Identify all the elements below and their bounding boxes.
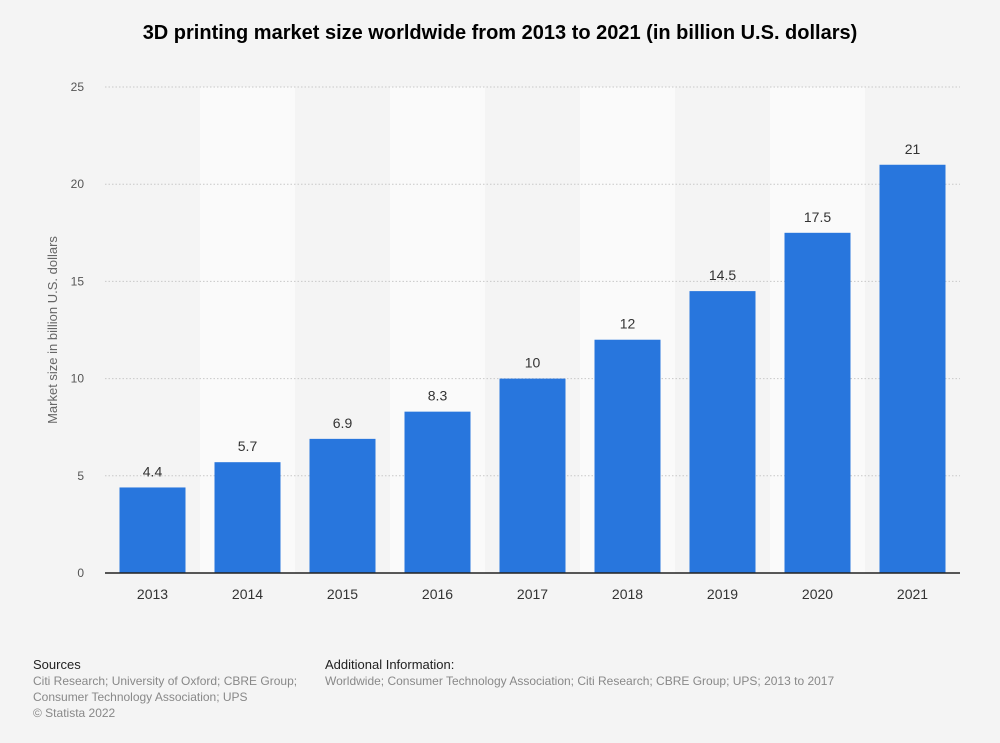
y-tick-label: 10 <box>71 372 85 386</box>
additional-info-title: Additional Information: <box>325 657 455 672</box>
y-tick-label: 25 <box>71 80 85 94</box>
data-label: 17.5 <box>804 209 831 225</box>
y-tick-label: 20 <box>71 177 85 191</box>
x-tick-label: 2017 <box>517 586 548 602</box>
data-label: 4.4 <box>143 463 163 479</box>
copyright-line: © Statista 2022 <box>33 706 116 720</box>
bar <box>214 462 281 573</box>
x-tick-label: 2015 <box>327 586 358 602</box>
y-tick-label: 15 <box>71 274 85 288</box>
data-label: 6.9 <box>333 415 353 431</box>
additional-info-block: Additional Information: Worldwide; Consu… <box>325 657 975 689</box>
sources-title: Sources <box>33 657 81 672</box>
data-label: 21 <box>905 141 921 157</box>
x-tick-label: 2019 <box>707 586 738 602</box>
sources-line-1: Citi Research; University of Oxford; CBR… <box>33 674 298 688</box>
data-label: 14.5 <box>709 267 736 283</box>
data-label: 8.3 <box>428 388 448 404</box>
bar-chart: 0 5 10 15 20 25 4.4 2013 5.7 2014 6.9 2015 8.3 2016 10… <box>45 80 960 602</box>
y-axis-label: Market size in billion U.S. dollars <box>45 236 60 424</box>
x-tick-label: 2016 <box>422 586 453 602</box>
bar <box>404 411 471 573</box>
sources-line-2: Consumer Technology Association; UPS <box>33 690 248 704</box>
bar <box>499 378 566 573</box>
x-tick-label: 2018 <box>612 586 643 602</box>
chart-title: 3D printing market size worldwide from 2… <box>142 22 858 44</box>
bar <box>784 232 851 574</box>
bar <box>309 438 376 573</box>
x-tick-label: 2020 <box>802 586 833 602</box>
y-tick-label: 0 <box>77 566 84 580</box>
data-label: 5.7 <box>238 438 258 454</box>
x-tick-label: 2014 <box>232 586 263 602</box>
additional-info-text: Worldwide; Consumer Technology Associati… <box>325 674 835 688</box>
bar <box>689 291 756 573</box>
x-tick-label: 2021 <box>897 586 928 602</box>
y-tick-label: 5 <box>77 469 84 483</box>
data-label: 12 <box>620 316 636 332</box>
x-tick-label: 2013 <box>137 586 168 602</box>
bar <box>594 339 661 573</box>
bar <box>119 487 186 573</box>
bar <box>879 164 946 573</box>
sources-block: Sources Citi Research; University of Oxf… <box>33 657 313 721</box>
data-label: 10 <box>525 355 541 371</box>
